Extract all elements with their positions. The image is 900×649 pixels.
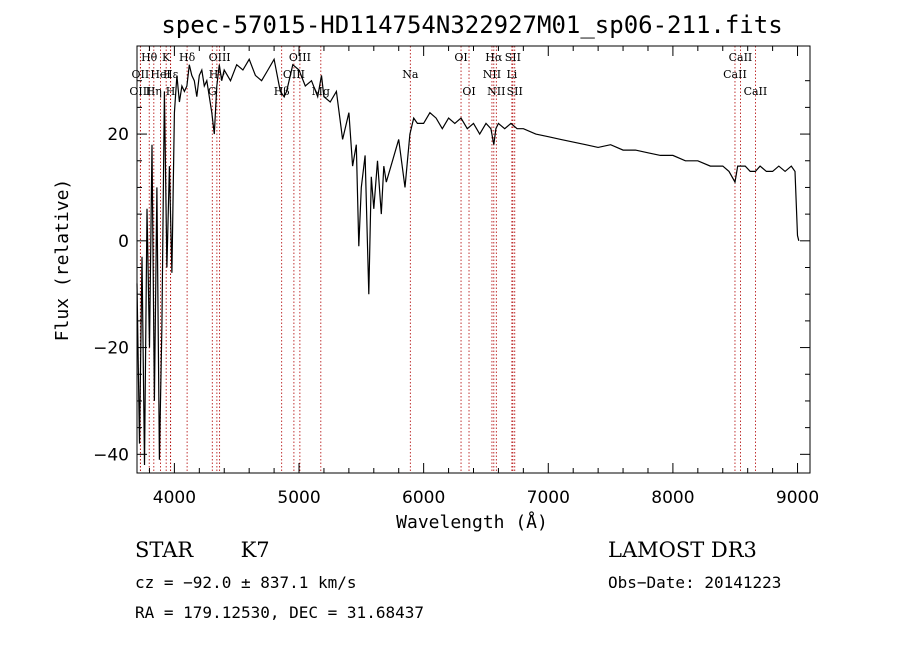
line-label-20: SII: [505, 51, 521, 64]
x-tick-label-2: 6000: [402, 488, 445, 508]
plot-frame: [136, 45, 811, 474]
y-tick-label-0: −40: [93, 445, 129, 465]
line-label-6: H: [166, 85, 176, 98]
spectrum-chart: spec-57015-HD114754N322927M01_sp06-211.f…: [52, 11, 819, 533]
observation-date: Obs−Date: 20141223: [608, 573, 782, 592]
y-tick-label-2: 0: [118, 232, 129, 252]
line-label-11: G: [208, 85, 217, 98]
line-label-15: Mg: [312, 85, 330, 98]
x-tick-label-3: 7000: [527, 488, 570, 508]
x-tick-label-5: 9000: [776, 488, 819, 508]
line-label-13: OIII: [283, 68, 305, 81]
line-label-4: Hη: [146, 85, 162, 98]
line-label-2: OIII: [129, 85, 151, 98]
line-label-9: OIII: [209, 51, 231, 64]
line-label-26: CaII: [723, 68, 747, 81]
line-label-18: OI: [462, 85, 475, 98]
line-label-17: OI: [454, 51, 467, 64]
y-axis-ticks: −40 −20 0 20: [93, 80, 810, 465]
line-label-8: Hε: [163, 68, 179, 81]
object-subclass-value: K7: [240, 538, 270, 562]
emission-line-markers: [139, 46, 756, 473]
object-class-value: STAR: [135, 538, 194, 562]
chart-title: spec-57015-HD114754N322927M01_sp06-211.f…: [161, 11, 782, 39]
spectrum-line: [136, 57, 800, 466]
y-tick-label-1: −20: [93, 339, 129, 359]
line-label-21: NII: [483, 68, 501, 81]
line-label-0: Hθ: [141, 51, 158, 64]
coordinates: RA = 179.12530, DEC = 31.68437: [135, 603, 424, 622]
line-label-7: Hδ: [179, 51, 196, 64]
x-axis-ticks: 4000 5000 6000 7000 8000 9000: [148, 46, 819, 508]
y-axis-label: Flux (relative): [52, 179, 73, 342]
line-label-25: CaII: [729, 51, 753, 64]
line-label-27: CaII: [744, 85, 768, 98]
line-label-12: OIII: [289, 51, 311, 64]
line-label-22: Li: [506, 68, 517, 81]
line-label-16: Na: [402, 68, 419, 81]
y-tick-label-3: 20: [107, 125, 129, 145]
line-label-1: OII: [132, 68, 150, 81]
x-tick-label-0: 4000: [153, 488, 196, 508]
redshift-value: cz = −92.0 ± 837.1 km/s: [135, 573, 357, 592]
line-label-3: HeI: [150, 68, 170, 81]
x-tick-label-4: 8000: [651, 488, 694, 508]
x-tick-label-1: 5000: [277, 488, 320, 508]
survey-name: LAMOST DR3: [608, 538, 757, 562]
line-label-19: Hα: [485, 51, 503, 64]
line-label-14: Hβ: [274, 85, 290, 98]
line-label-24: SII: [507, 85, 523, 98]
line-label-5: K: [162, 51, 171, 64]
line-label-23: NII: [487, 85, 505, 98]
object-class: STAR K7: [135, 538, 270, 562]
x-axis-label: Wavelength (Å): [396, 511, 548, 533]
